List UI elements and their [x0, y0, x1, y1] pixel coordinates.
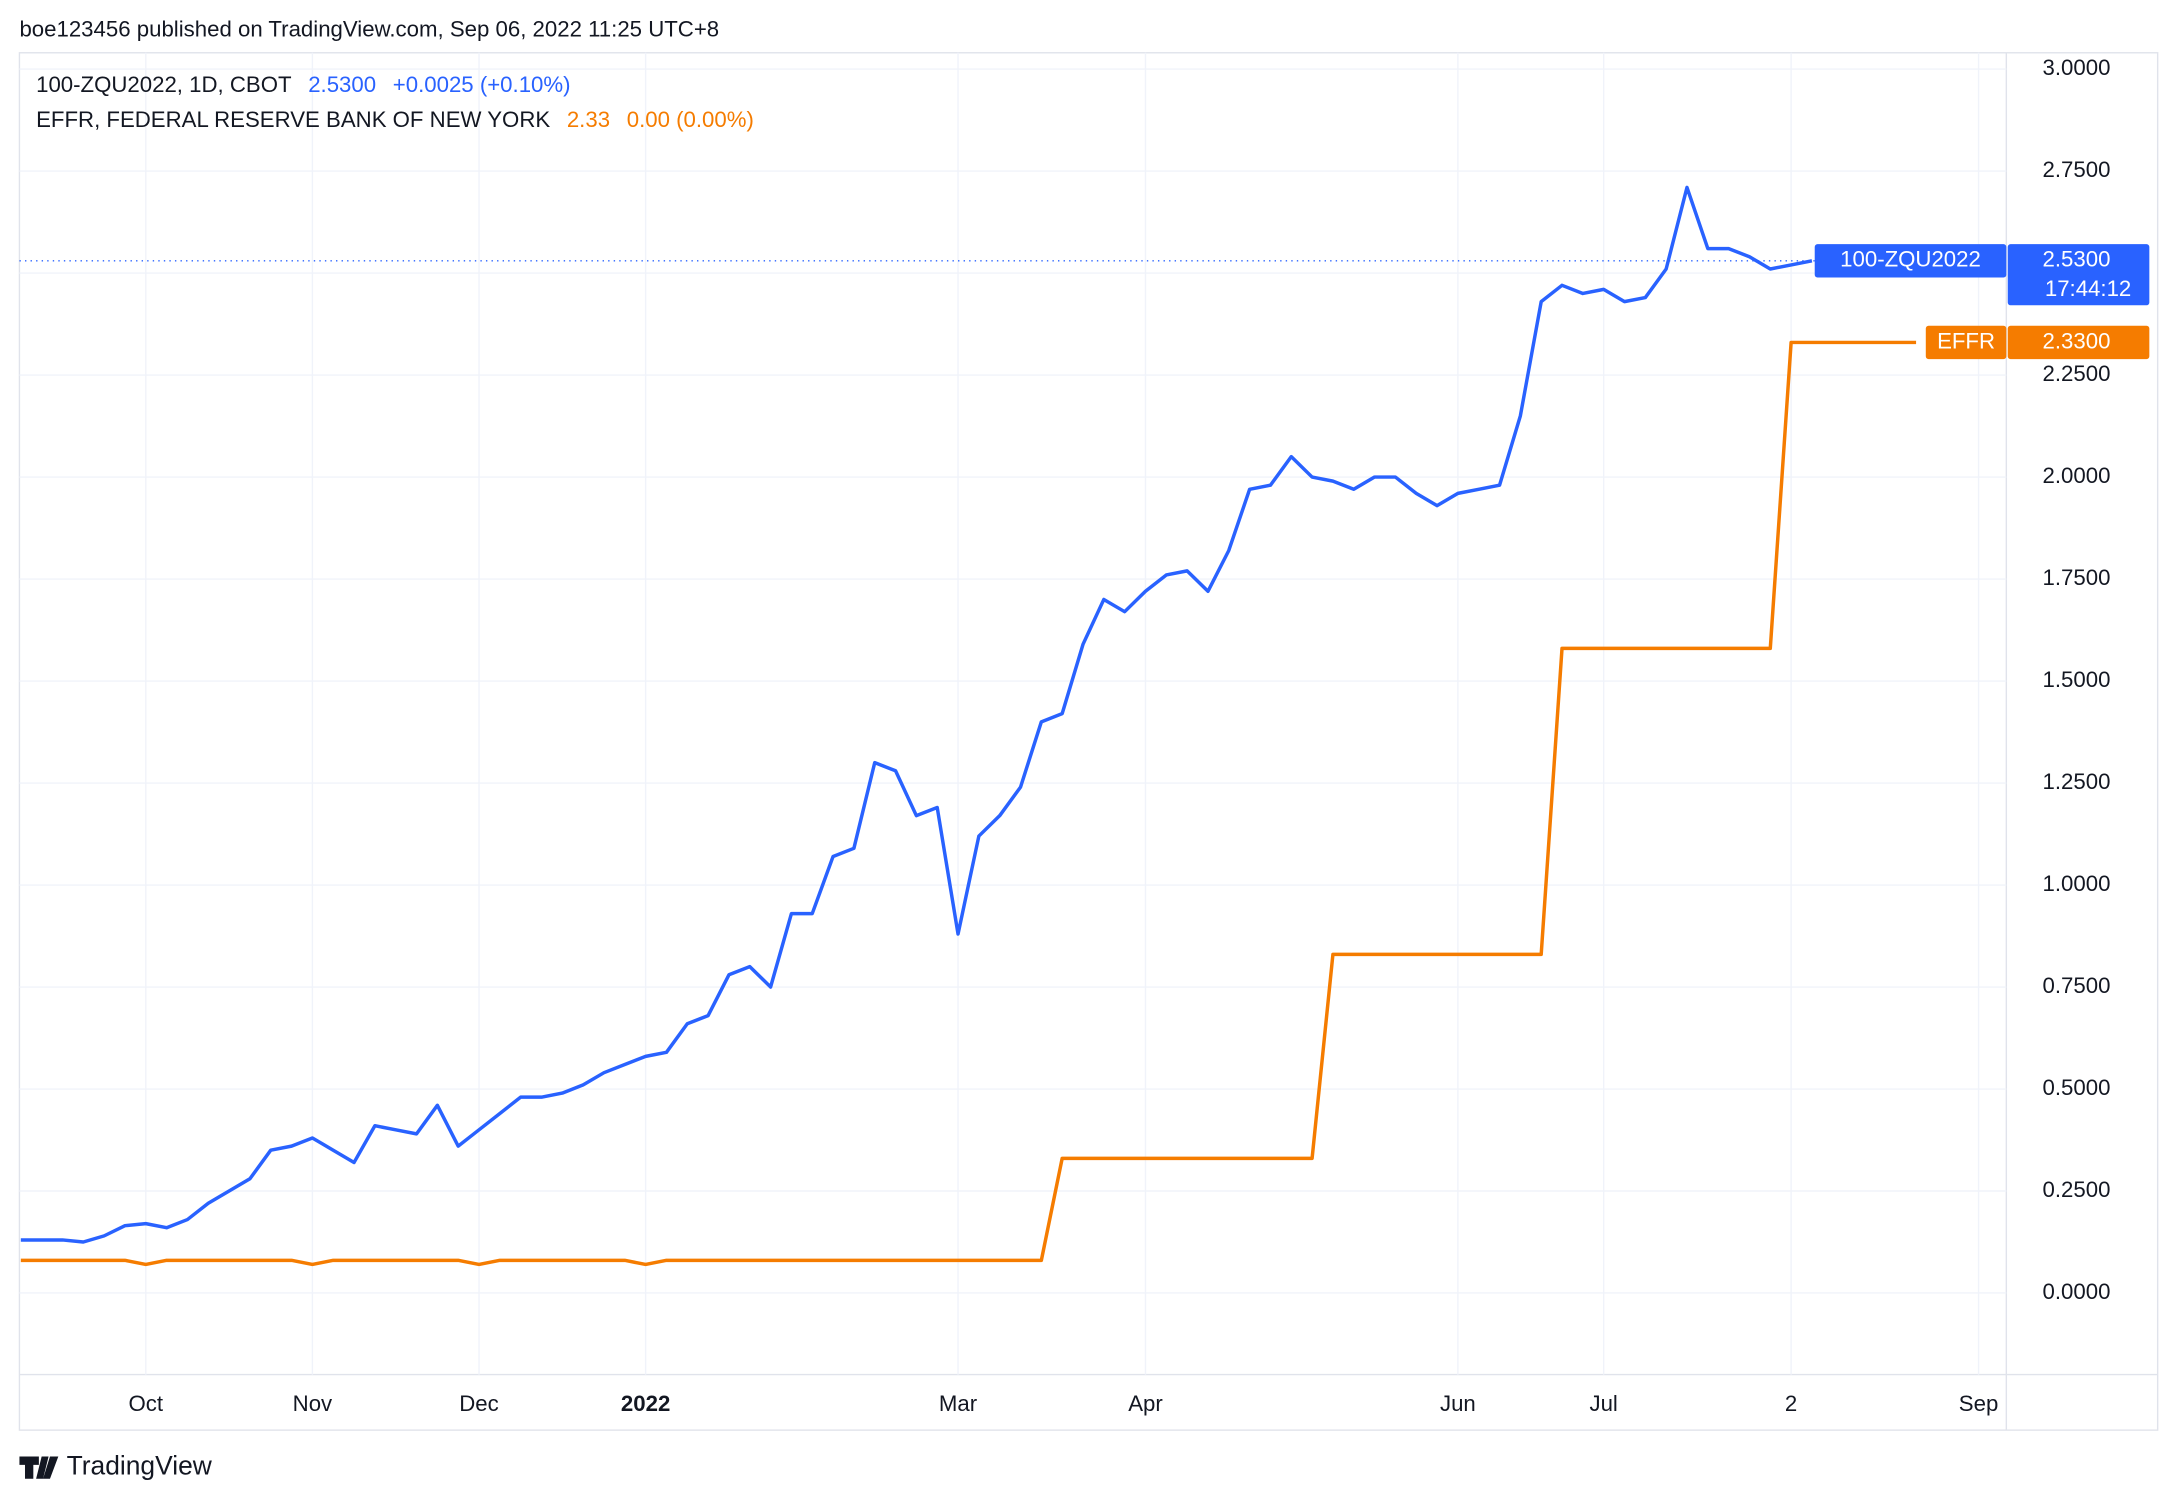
legend-change-label: 0.00 (0.00%)	[627, 107, 754, 132]
legend-entry: 100-ZQU2022, 1D, CBOT 2.5300 +0.0025 (+0.1…	[36, 72, 570, 97]
y-tick-label: 1.5000	[2043, 667, 2111, 692]
grid	[19, 52, 2007, 1375]
chart-frame	[18, 52, 2159, 1431]
brand-logo	[19, 1456, 59, 1479]
x-tick-label: Dec	[459, 1391, 498, 1416]
x-tick-label: Jun	[1440, 1391, 1476, 1416]
x-tick-label: Nov	[293, 1391, 333, 1416]
price-label: 2.5300	[2043, 247, 2111, 272]
series-tag	[1814, 244, 2007, 278]
y-tick-label: 1.7500	[2043, 565, 2111, 590]
y-tick-label: 2.7500	[2043, 157, 2111, 182]
legend-entry: EFFR, FEDERAL RESERVE BANK OF NEW YORK 2.…	[36, 107, 754, 132]
y-tick-label: 3.0000	[2043, 55, 2111, 80]
y-tick-label: 2.0000	[2043, 463, 2111, 488]
x-tick-label: 2	[1785, 1391, 1797, 1416]
y-tick-label: 2.2500	[2043, 361, 2111, 386]
legend-change-label: +0.0025 (+0.10%)	[393, 72, 571, 97]
series-line	[20, 340, 1917, 1267]
x-tick-label: Oct	[129, 1391, 164, 1416]
x-tick-label: Mar	[939, 1391, 978, 1416]
legend-legend: EFFR, FEDERAL RESERVE BANK OF NEW YORK	[36, 107, 550, 132]
countdown: 17:44:12	[2045, 276, 2131, 301]
brand-name: TradingView	[67, 1451, 213, 1481]
legend-last-label: 2.33	[567, 107, 610, 132]
series-tag-label: EFFR	[1937, 328, 1995, 353]
x-tick-label: 2022	[621, 1391, 670, 1416]
legend-legend: 100-ZQU2022, 1D, CBOT	[36, 72, 292, 97]
x-tick-label: Jul	[1589, 1391, 1617, 1416]
y-tick-label: 0.2500	[2043, 1177, 2111, 1202]
x-tick-label: Apr	[1128, 1391, 1163, 1416]
legend-last-label: 2.5300	[308, 72, 376, 97]
series-line	[20, 185, 1813, 1244]
y-tick-label: 1.2500	[2043, 769, 2111, 794]
price-label-bg	[2007, 244, 2150, 306]
price-label: 2.3300	[2043, 328, 2111, 353]
series-tag-label: 100-ZQU2022	[1840, 247, 1981, 272]
y-tick-label: 0.7500	[2043, 973, 2111, 998]
price-label-bg	[2007, 325, 2150, 360]
publish-info: boe123456 published on TradingView.com, …	[19, 16, 719, 41]
series-tag	[1925, 325, 2007, 360]
y-tick-label: 1.0000	[2043, 871, 2111, 896]
y-tick-label: 0.5000	[2043, 1075, 2111, 1100]
y-tick-label: 0.0000	[2043, 1279, 2111, 1304]
x-tick-label: Sep	[1959, 1391, 1999, 1416]
